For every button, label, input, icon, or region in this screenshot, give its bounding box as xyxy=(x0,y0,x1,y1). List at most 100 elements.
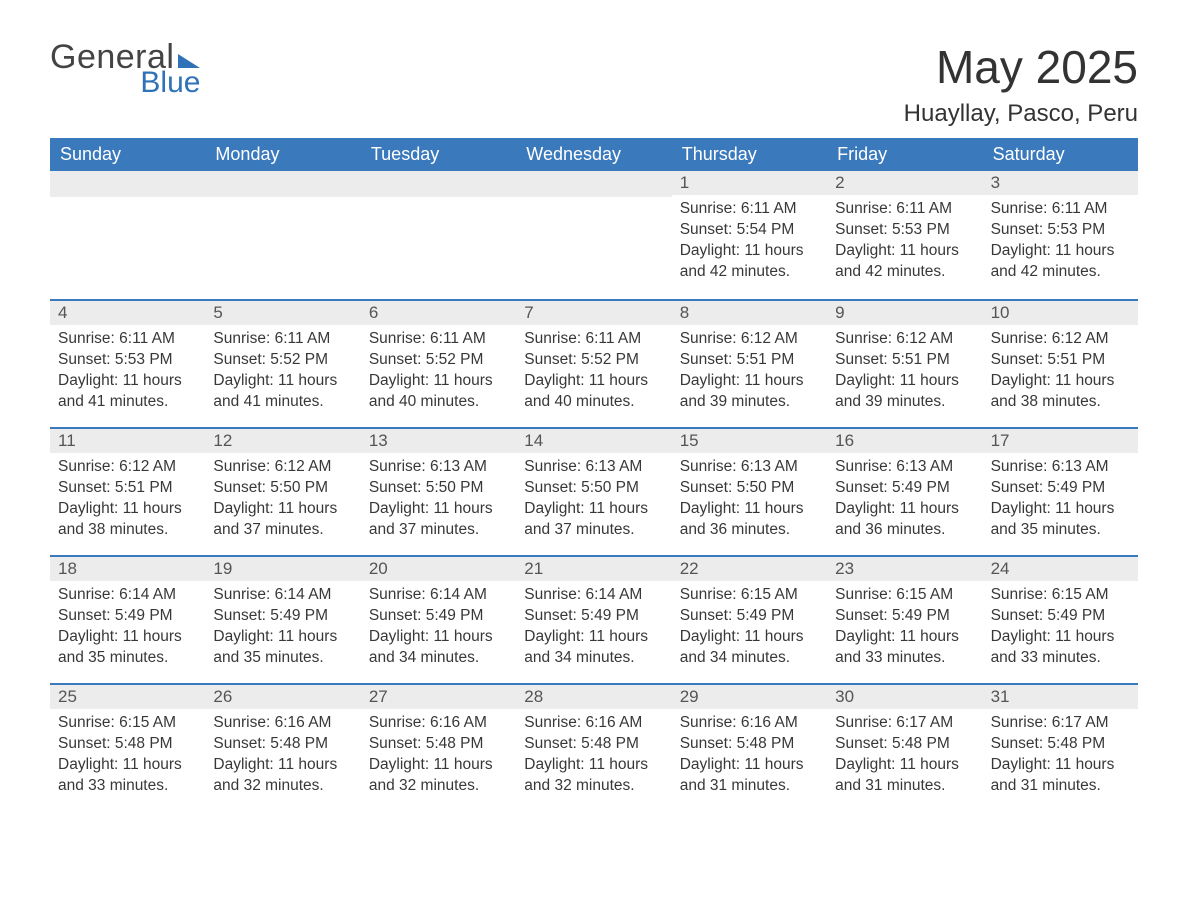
day-number: 4 xyxy=(50,301,205,325)
daylight-line: Daylight: 11 hours and 31 minutes. xyxy=(835,755,974,797)
week-row: 25Sunrise: 6:15 AMSunset: 5:48 PMDayligh… xyxy=(50,683,1138,811)
daylight-line: Daylight: 11 hours and 37 minutes. xyxy=(369,499,508,541)
day-number: 24 xyxy=(983,557,1138,581)
sunset-line: Sunset: 5:48 PM xyxy=(213,734,352,755)
sunset-line: Sunset: 5:49 PM xyxy=(835,478,974,499)
day-cell: 1Sunrise: 6:11 AMSunset: 5:54 PMDaylight… xyxy=(672,171,827,299)
weekday-header-cell: Saturday xyxy=(983,138,1138,171)
sunrise-line: Sunrise: 6:15 AM xyxy=(991,585,1130,606)
title-block: May 2025 Huayllay, Pasco, Peru xyxy=(904,40,1138,128)
brand-logo: General Blue xyxy=(50,40,200,98)
daylight-line: Daylight: 11 hours and 34 minutes. xyxy=(369,627,508,669)
sunset-line: Sunset: 5:52 PM xyxy=(524,350,663,371)
sunset-line: Sunset: 5:49 PM xyxy=(524,606,663,627)
day-cell: 16Sunrise: 6:13 AMSunset: 5:49 PMDayligh… xyxy=(827,429,982,555)
sunrise-line: Sunrise: 6:17 AM xyxy=(835,713,974,734)
day-info: Sunrise: 6:11 AMSunset: 5:52 PMDaylight:… xyxy=(516,325,671,421)
day-cell: 18Sunrise: 6:14 AMSunset: 5:49 PMDayligh… xyxy=(50,557,205,683)
day-number-empty xyxy=(361,171,516,197)
sunrise-line: Sunrise: 6:14 AM xyxy=(524,585,663,606)
sunset-line: Sunset: 5:48 PM xyxy=(369,734,508,755)
sunrise-line: Sunrise: 6:16 AM xyxy=(680,713,819,734)
day-info: Sunrise: 6:15 AMSunset: 5:49 PMDaylight:… xyxy=(983,581,1138,677)
day-info: Sunrise: 6:13 AMSunset: 5:50 PMDaylight:… xyxy=(516,453,671,549)
week-row: 11Sunrise: 6:12 AMSunset: 5:51 PMDayligh… xyxy=(50,427,1138,555)
day-number: 15 xyxy=(672,429,827,453)
weekday-header-cell: Friday xyxy=(827,138,982,171)
day-info: Sunrise: 6:11 AMSunset: 5:52 PMDaylight:… xyxy=(361,325,516,421)
daylight-line: Daylight: 11 hours and 39 minutes. xyxy=(835,371,974,413)
sunset-line: Sunset: 5:51 PM xyxy=(58,478,197,499)
day-info: Sunrise: 6:13 AMSunset: 5:50 PMDaylight:… xyxy=(361,453,516,549)
day-number: 18 xyxy=(50,557,205,581)
day-number: 26 xyxy=(205,685,360,709)
day-number: 6 xyxy=(361,301,516,325)
day-cell: 13Sunrise: 6:13 AMSunset: 5:50 PMDayligh… xyxy=(361,429,516,555)
daylight-line: Daylight: 11 hours and 33 minutes. xyxy=(58,755,197,797)
sunrise-line: Sunrise: 6:11 AM xyxy=(524,329,663,350)
day-number: 1 xyxy=(672,171,827,195)
sunrise-line: Sunrise: 6:13 AM xyxy=(369,457,508,478)
day-info: Sunrise: 6:14 AMSunset: 5:49 PMDaylight:… xyxy=(361,581,516,677)
day-cell xyxy=(50,171,205,299)
sunset-line: Sunset: 5:51 PM xyxy=(835,350,974,371)
sunset-line: Sunset: 5:53 PM xyxy=(835,220,974,241)
sunset-line: Sunset: 5:49 PM xyxy=(835,606,974,627)
daylight-line: Daylight: 11 hours and 34 minutes. xyxy=(524,627,663,669)
sunset-line: Sunset: 5:51 PM xyxy=(680,350,819,371)
day-info: Sunrise: 6:14 AMSunset: 5:49 PMDaylight:… xyxy=(50,581,205,677)
day-cell: 11Sunrise: 6:12 AMSunset: 5:51 PMDayligh… xyxy=(50,429,205,555)
daylight-line: Daylight: 11 hours and 37 minutes. xyxy=(524,499,663,541)
day-info: Sunrise: 6:11 AMSunset: 5:53 PMDaylight:… xyxy=(50,325,205,421)
day-number: 14 xyxy=(516,429,671,453)
sunset-line: Sunset: 5:51 PM xyxy=(991,350,1130,371)
day-number: 31 xyxy=(983,685,1138,709)
day-info: Sunrise: 6:15 AMSunset: 5:49 PMDaylight:… xyxy=(827,581,982,677)
sunset-line: Sunset: 5:50 PM xyxy=(369,478,508,499)
day-cell: 19Sunrise: 6:14 AMSunset: 5:49 PMDayligh… xyxy=(205,557,360,683)
daylight-line: Daylight: 11 hours and 38 minutes. xyxy=(58,499,197,541)
day-cell xyxy=(516,171,671,299)
day-info: Sunrise: 6:12 AMSunset: 5:51 PMDaylight:… xyxy=(827,325,982,421)
day-info: Sunrise: 6:12 AMSunset: 5:50 PMDaylight:… xyxy=(205,453,360,549)
day-cell: 22Sunrise: 6:15 AMSunset: 5:49 PMDayligh… xyxy=(672,557,827,683)
daylight-line: Daylight: 11 hours and 40 minutes. xyxy=(369,371,508,413)
day-number: 12 xyxy=(205,429,360,453)
sunrise-line: Sunrise: 6:13 AM xyxy=(680,457,819,478)
sunrise-line: Sunrise: 6:11 AM xyxy=(991,199,1130,220)
day-cell: 14Sunrise: 6:13 AMSunset: 5:50 PMDayligh… xyxy=(516,429,671,555)
sunset-line: Sunset: 5:53 PM xyxy=(991,220,1130,241)
day-cell: 8Sunrise: 6:12 AMSunset: 5:51 PMDaylight… xyxy=(672,301,827,427)
day-info: Sunrise: 6:16 AMSunset: 5:48 PMDaylight:… xyxy=(205,709,360,805)
weekday-header-cell: Wednesday xyxy=(516,138,671,171)
sunrise-line: Sunrise: 6:15 AM xyxy=(680,585,819,606)
day-info: Sunrise: 6:17 AMSunset: 5:48 PMDaylight:… xyxy=(827,709,982,805)
day-cell: 4Sunrise: 6:11 AMSunset: 5:53 PMDaylight… xyxy=(50,301,205,427)
day-info: Sunrise: 6:11 AMSunset: 5:53 PMDaylight:… xyxy=(827,195,982,291)
daylight-line: Daylight: 11 hours and 35 minutes. xyxy=(213,627,352,669)
day-info: Sunrise: 6:14 AMSunset: 5:49 PMDaylight:… xyxy=(516,581,671,677)
sunset-line: Sunset: 5:52 PM xyxy=(213,350,352,371)
sunset-line: Sunset: 5:49 PM xyxy=(213,606,352,627)
day-info: Sunrise: 6:13 AMSunset: 5:50 PMDaylight:… xyxy=(672,453,827,549)
sunrise-line: Sunrise: 6:16 AM xyxy=(213,713,352,734)
day-cell: 27Sunrise: 6:16 AMSunset: 5:48 PMDayligh… xyxy=(361,685,516,811)
sunset-line: Sunset: 5:49 PM xyxy=(680,606,819,627)
sunset-line: Sunset: 5:50 PM xyxy=(213,478,352,499)
day-cell: 28Sunrise: 6:16 AMSunset: 5:48 PMDayligh… xyxy=(516,685,671,811)
day-number: 20 xyxy=(361,557,516,581)
day-cell: 24Sunrise: 6:15 AMSunset: 5:49 PMDayligh… xyxy=(983,557,1138,683)
day-number: 11 xyxy=(50,429,205,453)
weekday-header-row: SundayMondayTuesdayWednesdayThursdayFrid… xyxy=(50,138,1138,171)
month-title: May 2025 xyxy=(904,40,1138,94)
day-info: Sunrise: 6:13 AMSunset: 5:49 PMDaylight:… xyxy=(983,453,1138,549)
sunrise-line: Sunrise: 6:13 AM xyxy=(524,457,663,478)
day-number: 27 xyxy=(361,685,516,709)
sunrise-line: Sunrise: 6:11 AM xyxy=(58,329,197,350)
sunrise-line: Sunrise: 6:14 AM xyxy=(369,585,508,606)
daylight-line: Daylight: 11 hours and 37 minutes. xyxy=(213,499,352,541)
logo-word-blue: Blue xyxy=(122,68,200,98)
day-number: 28 xyxy=(516,685,671,709)
day-cell: 5Sunrise: 6:11 AMSunset: 5:52 PMDaylight… xyxy=(205,301,360,427)
day-number-empty xyxy=(50,171,205,197)
